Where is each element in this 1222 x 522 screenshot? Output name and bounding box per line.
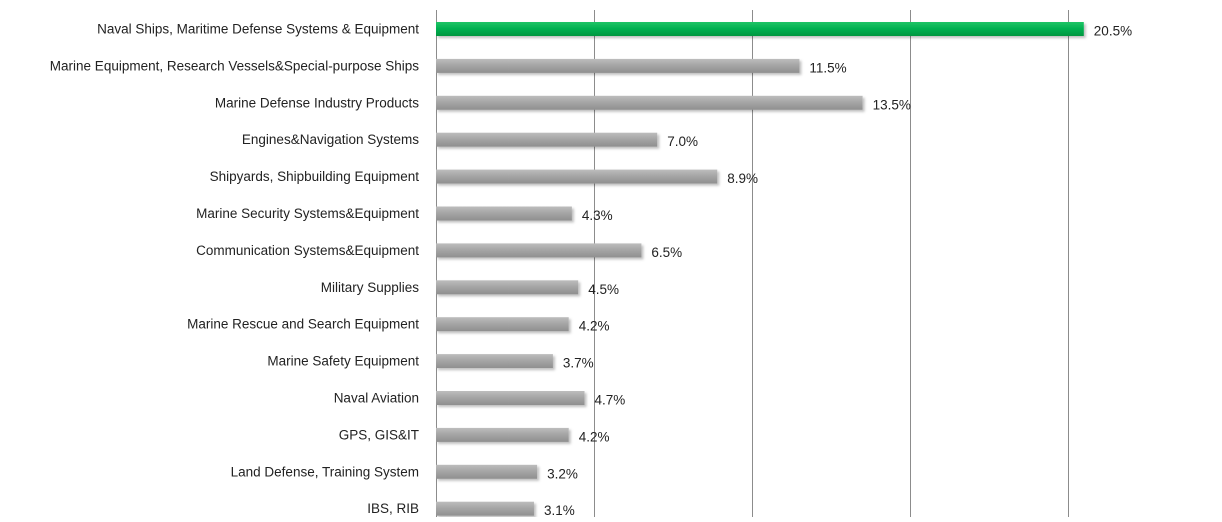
category-label: Naval Aviation — [334, 391, 419, 406]
value-label: 4.3% — [582, 208, 613, 223]
value-label: 3.2% — [547, 466, 578, 481]
category-label: IBS, RIB — [367, 501, 419, 516]
value-label: 20.5% — [1094, 24, 1132, 39]
value-label: 4.2% — [579, 429, 610, 444]
bar — [436, 502, 534, 516]
bar — [436, 96, 863, 110]
category-label: Naval Ships, Maritime Defense Systems & … — [97, 22, 419, 37]
category-labels: Naval Ships, Maritime Defense Systems & … — [50, 22, 419, 517]
bar — [436, 59, 799, 73]
value-label: 7.0% — [667, 134, 698, 149]
bar-highlight — [436, 22, 1084, 36]
value-label: 13.5% — [873, 97, 911, 112]
value-label: 4.7% — [595, 393, 626, 408]
category-label: GPS, GIS&IT — [339, 427, 419, 442]
bar — [436, 428, 569, 442]
value-label: 8.9% — [727, 171, 758, 186]
bar — [436, 317, 569, 331]
bar — [436, 391, 585, 405]
value-label: 3.1% — [544, 503, 575, 517]
value-label: 3.7% — [563, 356, 594, 371]
category-label: Military Supplies — [321, 280, 420, 295]
category-label: Land Defense, Training System — [231, 464, 419, 479]
value-label: 6.5% — [651, 245, 682, 260]
category-label: Marine Defense Industry Products — [215, 95, 419, 110]
value-label: 11.5% — [809, 60, 846, 75]
bar — [436, 170, 717, 184]
category-label: Marine Security Systems&Equipment — [196, 206, 419, 221]
category-label: Marine Equipment, Research Vessels&Speci… — [50, 58, 419, 73]
value-label: 4.2% — [579, 319, 610, 334]
category-label: Communication Systems&Equipment — [196, 243, 419, 258]
bar — [436, 280, 578, 294]
bars — [436, 22, 1084, 516]
bar — [436, 354, 553, 368]
bar — [436, 243, 641, 257]
category-label: Marine Rescue and Search Equipment — [187, 317, 419, 332]
value-label: 4.5% — [588, 282, 619, 297]
category-label: Engines&Navigation Systems — [242, 132, 419, 147]
category-label: Marine Safety Equipment — [267, 354, 419, 369]
bar — [436, 133, 657, 147]
bar — [436, 465, 537, 479]
category-label: Shipyards, Shipbuilding Equipment — [210, 169, 420, 184]
bar — [436, 207, 572, 221]
